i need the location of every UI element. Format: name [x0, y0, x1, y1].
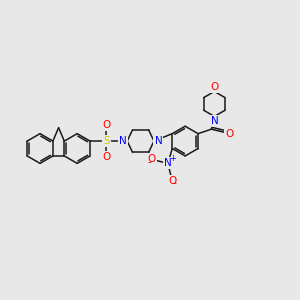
Text: -: - — [147, 157, 152, 167]
Text: N: N — [119, 136, 127, 146]
Text: +: + — [169, 154, 176, 163]
Text: N: N — [154, 136, 162, 146]
Text: O: O — [168, 176, 176, 186]
Text: O: O — [225, 129, 233, 139]
Text: O: O — [147, 154, 156, 164]
Text: N: N — [211, 116, 218, 126]
Text: S: S — [103, 136, 110, 146]
Text: O: O — [102, 152, 110, 162]
Text: N: N — [164, 158, 172, 168]
Text: O: O — [210, 82, 218, 92]
Text: O: O — [102, 120, 110, 130]
Text: -: - — [172, 178, 176, 188]
